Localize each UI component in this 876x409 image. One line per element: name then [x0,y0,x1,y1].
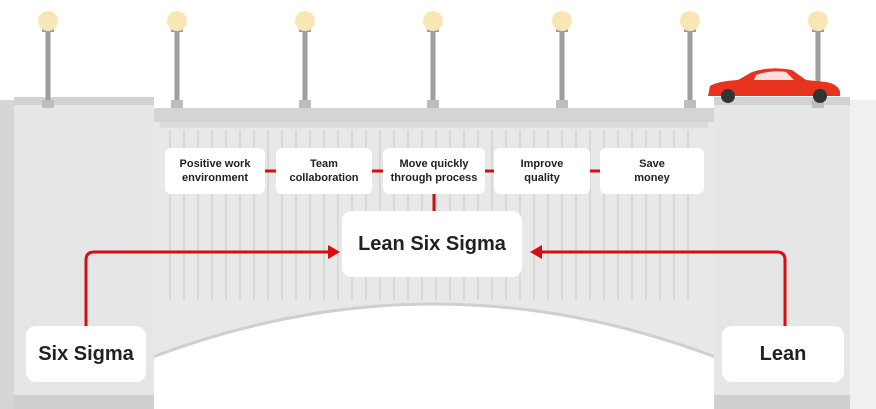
right-edge-ground [850,100,876,409]
lean-box: Lean [722,326,844,382]
lean-six-sigma-box: Lean Six Sigma [342,211,522,277]
benefit-move-quickly: Move quickly through process [383,148,485,194]
bridge-arch-edge [149,302,719,360]
street-lamp-icon [423,11,443,108]
car-wheel-front [813,89,827,103]
benefit-team-collaboration: Team collaboration [276,148,372,194]
street-lamp-icon [38,11,58,108]
arrow-right-icon [328,245,340,259]
car-icon [708,68,840,103]
benefit-improve-quality: Improve quality [494,148,590,194]
street-lamp-icon [295,11,315,108]
street-lamps [38,11,828,108]
bridge-arch-opening [150,304,718,409]
car-body [708,68,840,96]
street-lamp-icon [167,11,187,108]
lean-path [540,250,787,326]
six-sigma-box: Six Sigma [26,326,146,382]
bridge-top-rail [150,108,718,122]
street-lamp-icon [680,11,700,108]
street-lamp-icon [808,11,828,108]
arrow-left-icon [530,245,542,259]
benefit-save-money: Save money [600,148,704,194]
benefit-positive-work-environment: Positive work environment [165,148,265,194]
street-lamp-icon [552,11,572,108]
six-sigma-path [84,250,330,326]
car-wheel-rear [721,89,735,103]
left-edge-pier [0,100,18,409]
car-window [754,71,794,80]
